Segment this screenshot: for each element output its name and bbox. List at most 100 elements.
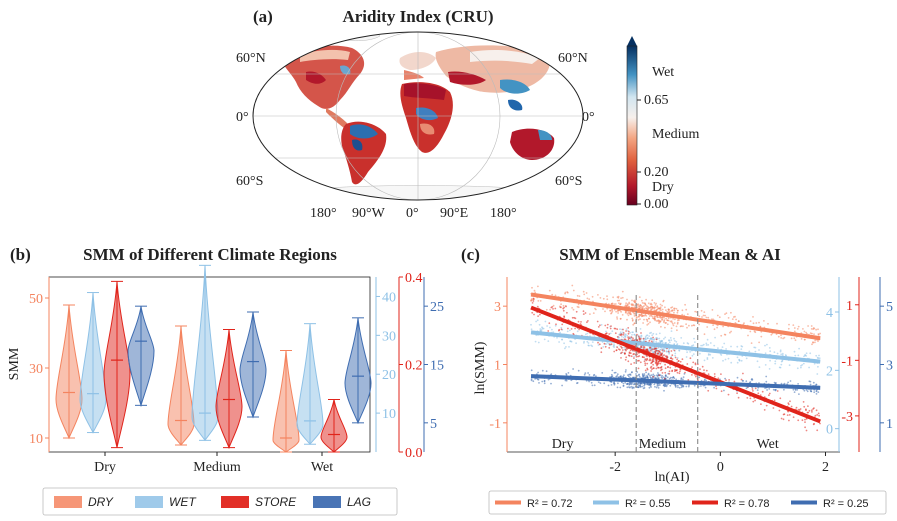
violin-wet-dry — [79, 292, 107, 434]
violin-store-dry — [103, 280, 131, 449]
panel-c-legend: R² = 0.72 R² = 0.55 R² = 0.78 R² = 0.25 — [488, 490, 887, 515]
world-map — [253, 32, 583, 200]
violin-lag-dry — [127, 305, 155, 408]
lon-label-90e: 90°E — [440, 206, 468, 221]
tick-label-lag-2: 25 — [430, 300, 444, 315]
legend-r2-store: R² = 0.78 — [724, 498, 770, 510]
regression-line-store — [530, 305, 821, 424]
lon-label-90w: 90°W — [352, 206, 386, 221]
legend-r2-dry: R² = 0.72 — [527, 498, 573, 510]
c-tick-label-dry-1: 1 — [494, 359, 501, 374]
panel-a-label: (a) — [253, 7, 273, 26]
c-tick-label-store-0: -3 — [841, 410, 853, 425]
c-tick-label-dry-0: -1 — [489, 417, 501, 432]
legend-swatch-dry — [54, 496, 82, 508]
tick-label-store-1: 0.2 — [405, 359, 423, 374]
colorbar-tick-020: 0.20 — [644, 165, 669, 180]
lat-label-right-60n: 60°N — [558, 51, 588, 66]
legend-label-dry: DRY — [88, 495, 114, 509]
colorbar-extend-arrow — [627, 36, 637, 46]
scatter-dry — [530, 284, 821, 346]
c-tick-label-wet-2: 4 — [826, 306, 833, 321]
panel-c-ylabel: ln(SMM) — [473, 341, 488, 394]
violin-dry-dry — [55, 304, 83, 440]
violin-store-medium — [215, 329, 243, 450]
colorbar-dry-label: Dry — [652, 180, 674, 195]
violin-dry-wet — [272, 350, 300, 453]
zone-label-wet: Wet — [757, 437, 779, 452]
legend-r2-lag: R² = 0.25 — [823, 498, 869, 510]
violin-wet-medium — [191, 264, 219, 442]
colorbar-bar — [626, 45, 638, 206]
panel-b-ylabel: SMM — [7, 347, 22, 380]
legend-label-wet: WET — [169, 495, 197, 509]
panel-b: (b) SMM of Different Climate Regions SMM… — [7, 245, 444, 475]
zone-label-dry: Dry — [552, 437, 574, 452]
violin-store-wet — [320, 399, 348, 453]
panel-c: (c) SMM of Ensemble Mean & AI ln(SMM) ln… — [461, 245, 893, 485]
south-america-shape — [341, 121, 387, 185]
c-tick-label-lag-1: 3 — [886, 359, 893, 374]
x-tick-label-0: -2 — [609, 460, 621, 475]
violin-dry-medium — [167, 325, 195, 446]
c-tick-label-wet-0: 0 — [826, 423, 833, 438]
tick-label-store-0: 0.0 — [405, 446, 423, 461]
tick-label-wet-1: 20 — [382, 368, 396, 383]
tick-label-dry-2: 50 — [29, 292, 43, 307]
c-tick-label-wet-1: 2 — [826, 364, 833, 379]
c-tick-label-dry-2: 3 — [494, 300, 501, 315]
category-label-medium: Medium — [193, 460, 241, 475]
panel-b-title: SMM of Different Climate Regions — [83, 245, 337, 264]
legend-label-lag: LAG — [347, 495, 371, 509]
tick-label-wet-0: 10 — [382, 407, 396, 422]
colorbar-wet-label: Wet — [652, 65, 674, 80]
regression-line-dry — [530, 292, 821, 341]
c-tick-label-store-2: 1 — [846, 299, 853, 314]
c-tick-label-lag-2: 5 — [886, 300, 893, 315]
panel-c-title: SMM of Ensemble Mean & AI — [559, 245, 781, 264]
legend-swatch-lag — [313, 496, 341, 508]
regression-line-lag — [530, 374, 821, 390]
colorbar-medium-label: Medium — [652, 127, 700, 142]
panel-b-label: (b) — [10, 245, 31, 264]
lon-label-180e: 180° — [490, 206, 517, 221]
violin-lag-medium — [239, 311, 267, 419]
regression-line-wet — [530, 330, 821, 364]
colorbar-tick-000: 0.00 — [644, 197, 669, 212]
tick-label-wet-2: 30 — [382, 329, 396, 344]
c-tick-label-store-1: -1 — [841, 354, 853, 369]
panel-a-title: Aridity Index (CRU) — [342, 7, 493, 26]
zone-label-medium: Medium — [639, 437, 687, 452]
c-tick-label-lag-0: 1 — [886, 417, 893, 432]
tick-label-dry-0: 10 — [29, 432, 43, 447]
lat-label-left-0: 0° — [236, 110, 249, 125]
colorbar: Wet 0.65 Medium 0.20 Dry 0.00 — [626, 36, 700, 212]
panel-b-legend: DRY WET STORE LAG — [42, 487, 398, 516]
legend-label-store: STORE — [255, 495, 297, 509]
panel-c-label: (c) — [461, 245, 480, 264]
lat-label-right-0: 0° — [582, 110, 595, 125]
lat-label-left-60s: 60°S — [236, 174, 263, 189]
violin-lag-wet — [344, 317, 372, 425]
tick-label-lag-1: 15 — [430, 359, 444, 374]
category-label-dry: Dry — [94, 460, 116, 475]
panel-c-xlabel: ln(AI) — [655, 470, 690, 485]
lon-label-0: 0° — [406, 206, 419, 221]
violin-plots — [55, 264, 372, 453]
panel-a: (a) Aridity Index (CRU) — [236, 7, 700, 221]
lat-label-right-60s: 60°S — [555, 174, 582, 189]
legend-swatch-wet — [135, 496, 163, 508]
tick-label-dry-1: 30 — [29, 362, 43, 377]
x-tick-label-1: 0 — [717, 460, 724, 475]
legend-r2-wet: R² = 0.55 — [625, 498, 671, 510]
category-label-wet: Wet — [311, 460, 333, 475]
lat-label-left-60n: 60°N — [236, 51, 266, 66]
tick-label-store-2: 0.4 — [405, 271, 423, 286]
legend-swatch-store — [221, 496, 249, 508]
colorbar-tick-065: 0.65 — [644, 93, 669, 108]
x-tick-label-2: 2 — [822, 460, 829, 475]
violin-wet-wet — [296, 323, 324, 446]
lon-label-180w: 180° — [310, 206, 337, 221]
tick-label-wet-3: 40 — [382, 290, 396, 305]
